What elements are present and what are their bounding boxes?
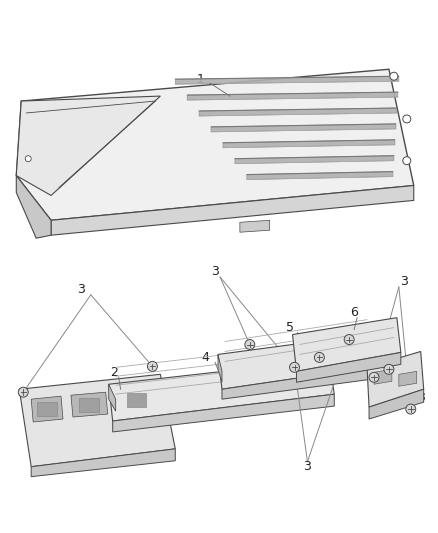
Polygon shape <box>31 449 175 477</box>
Polygon shape <box>71 392 108 417</box>
Circle shape <box>384 365 394 374</box>
Text: 5: 5 <box>286 321 293 334</box>
Polygon shape <box>399 372 417 386</box>
Polygon shape <box>175 76 399 84</box>
Circle shape <box>18 387 28 397</box>
Polygon shape <box>240 220 270 232</box>
Polygon shape <box>369 389 424 419</box>
Polygon shape <box>211 124 396 132</box>
Polygon shape <box>235 156 394 164</box>
Text: 4: 4 <box>201 351 209 364</box>
Text: 1: 1 <box>196 72 204 86</box>
Polygon shape <box>127 393 146 407</box>
Polygon shape <box>297 352 401 382</box>
Polygon shape <box>16 175 51 238</box>
Polygon shape <box>37 402 57 416</box>
Polygon shape <box>79 398 99 411</box>
Polygon shape <box>51 185 414 235</box>
Circle shape <box>25 156 31 161</box>
Polygon shape <box>109 359 334 421</box>
Circle shape <box>390 72 398 80</box>
Circle shape <box>148 361 157 372</box>
Circle shape <box>290 362 300 373</box>
Text: 3: 3 <box>211 265 219 278</box>
Polygon shape <box>187 92 398 100</box>
Polygon shape <box>218 354 222 382</box>
Circle shape <box>344 335 354 344</box>
Polygon shape <box>16 69 414 220</box>
Text: 3: 3 <box>304 460 311 473</box>
Polygon shape <box>19 374 175 467</box>
Text: 6: 6 <box>350 306 358 319</box>
Polygon shape <box>109 384 116 411</box>
Circle shape <box>245 340 255 350</box>
Text: 3: 3 <box>77 284 85 296</box>
Circle shape <box>369 373 379 382</box>
Polygon shape <box>247 172 393 180</box>
Text: 3: 3 <box>400 276 408 288</box>
Polygon shape <box>199 108 397 116</box>
Circle shape <box>403 157 411 165</box>
Polygon shape <box>367 351 424 407</box>
Circle shape <box>403 115 411 123</box>
Polygon shape <box>116 388 157 412</box>
Circle shape <box>406 404 416 414</box>
Polygon shape <box>222 367 371 399</box>
Polygon shape <box>374 369 392 384</box>
Polygon shape <box>223 140 395 148</box>
Polygon shape <box>218 335 371 389</box>
Polygon shape <box>113 394 334 432</box>
Polygon shape <box>31 396 63 422</box>
Polygon shape <box>293 318 401 372</box>
Circle shape <box>314 352 324 362</box>
Text: 2: 2 <box>110 366 118 379</box>
Text: 3: 3 <box>417 391 425 403</box>
Polygon shape <box>21 101 56 134</box>
Polygon shape <box>16 96 160 196</box>
